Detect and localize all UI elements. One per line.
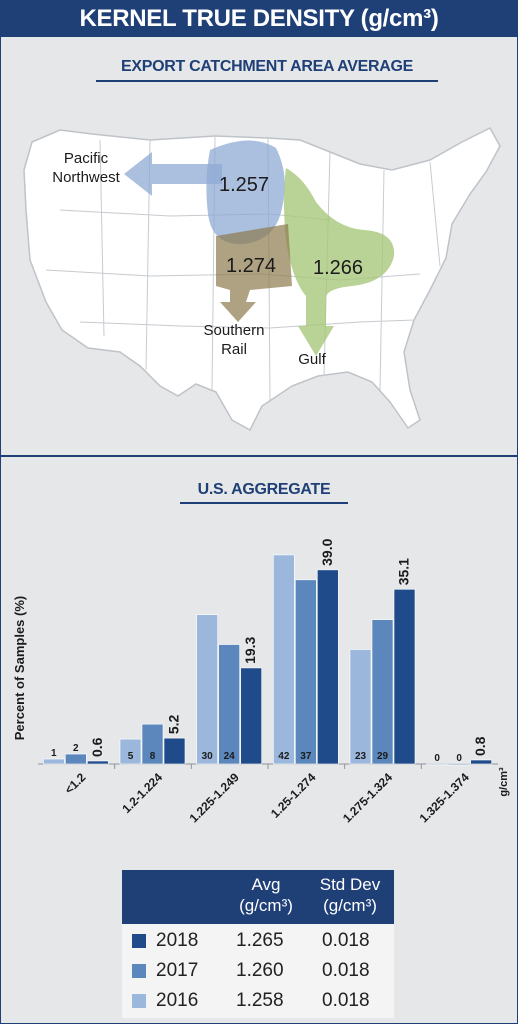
data-label-2018-5: 0.8 bbox=[472, 736, 488, 756]
row-std: 0.018 bbox=[322, 990, 370, 1011]
bar-2016-4 bbox=[349, 649, 372, 765]
bar-2018-2 bbox=[240, 667, 262, 765]
row-year: 2017 bbox=[156, 960, 199, 981]
table-row: 2017 1.260 0.018 bbox=[122, 956, 394, 987]
pnw-catchment bbox=[206, 140, 285, 245]
bar-2018-1 bbox=[163, 737, 186, 765]
bar-2016-3 bbox=[273, 554, 295, 765]
page-title: KERNEL TRUE DENSITY (g/cm³) bbox=[0, 0, 518, 37]
pnw-arrow bbox=[124, 152, 222, 196]
table-row: 2016 1.258 0.018 bbox=[122, 986, 394, 1017]
map-section-title: EXPORT CATCHMENT AREA AVERAGE bbox=[96, 56, 438, 82]
avg-header-line2: (g/cm³) bbox=[239, 896, 293, 915]
x-tick-label-2: 1.225-1.249 bbox=[187, 770, 242, 825]
data-label-2016-5: 0 bbox=[434, 753, 440, 764]
bar-2018-0 bbox=[87, 760, 109, 765]
data-label-2016-0: 1 bbox=[51, 748, 57, 759]
gulf-value: 1.266 bbox=[313, 257, 363, 279]
row-std: 0.018 bbox=[322, 930, 370, 951]
data-label-2017-4: 29 bbox=[377, 751, 389, 762]
data-label-2018-0: 0.6 bbox=[89, 737, 105, 757]
row-std: 0.018 bbox=[322, 960, 370, 981]
bar-2017-4 bbox=[371, 619, 394, 765]
x-tick-label-0: <1.2 bbox=[62, 770, 89, 797]
data-label-2016-1: 5 bbox=[128, 751, 134, 762]
bar-2017-2 bbox=[218, 644, 240, 765]
bar-2016-1 bbox=[119, 738, 142, 765]
bar-2018-5 bbox=[470, 759, 492, 765]
legend-swatch-2018 bbox=[132, 934, 146, 948]
row-avg: 1.258 bbox=[236, 990, 284, 1011]
data-label-2018-2: 19.3 bbox=[242, 636, 258, 663]
x-tick-label-1: 1.2-1.224 bbox=[119, 770, 165, 816]
x-tick-label-5: 1.325-1.374 bbox=[417, 770, 472, 825]
bar-2017-3 bbox=[295, 579, 317, 765]
std-header-line2: (g/cm³) bbox=[323, 896, 377, 915]
density-bar-chart: 1 2 0.6<1.2 5 8 5.2 1.2-1.224 30 24 19.3 1.225-1.2… bbox=[12, 538, 510, 825]
data-label-2016-4: 23 bbox=[355, 751, 367, 762]
data-label-2018-4: 35.1 bbox=[396, 558, 412, 585]
std-header-line1: Std Dev bbox=[319, 875, 381, 894]
row-year: 2018 bbox=[156, 930, 199, 951]
pnw-label: Pacific Northwest bbox=[52, 150, 120, 186]
legend-swatch-2016 bbox=[132, 994, 146, 1008]
data-label-2016-2: 30 bbox=[202, 751, 214, 762]
southern-rail-catchment bbox=[216, 224, 292, 322]
legend-swatch-2017 bbox=[132, 964, 146, 978]
stats-table-body: 2018 1.265 0.018 2017 1.260 0.018 2016 1… bbox=[122, 924, 394, 1018]
avg-header-line1: Avg bbox=[251, 875, 281, 894]
std-header: Std Dev (g/cm³) bbox=[308, 874, 392, 916]
x-axis-unit: g/cm³ bbox=[498, 767, 510, 797]
data-label-2018-3: 39.0 bbox=[319, 538, 335, 565]
x-tick-label-4: 1.275-1.324 bbox=[340, 770, 395, 825]
table-row: 2018 1.265 0.018 bbox=[122, 926, 394, 957]
bar-2018-4 bbox=[393, 588, 416, 765]
bar-2017-1 bbox=[141, 723, 164, 765]
aggregate-section-title: U.S. AGGREGATE bbox=[180, 480, 348, 504]
bar-2017-5 bbox=[448, 763, 470, 766]
data-label-2017-2: 24 bbox=[224, 751, 236, 762]
bar-2017-0 bbox=[65, 753, 87, 765]
bar-2018-3 bbox=[317, 569, 339, 765]
data-label-2017-5: 0 bbox=[456, 753, 462, 764]
x-tick-label-3: 1.25-1.274 bbox=[268, 770, 319, 821]
data-label-2017-0: 2 bbox=[73, 743, 79, 754]
data-label-2016-3: 42 bbox=[278, 751, 290, 762]
section-divider bbox=[0, 455, 518, 457]
avg-header: Avg (g/cm³) bbox=[226, 874, 306, 916]
us-map: 1.257 1.274 1.266 Pacific Northwest South… bbox=[23, 127, 501, 432]
rail-value: 1.274 bbox=[226, 255, 276, 277]
gulf-label: Gulf bbox=[298, 351, 326, 368]
data-label-2017-1: 8 bbox=[150, 751, 156, 762]
bar-2016-5 bbox=[426, 763, 448, 766]
row-year: 2016 bbox=[156, 990, 199, 1011]
y-axis-label: Percent of Samples (%) bbox=[12, 596, 27, 741]
rail-label: Southern Rail bbox=[204, 322, 265, 358]
gulf-catchment bbox=[284, 168, 395, 356]
bar-2016-0 bbox=[43, 758, 65, 765]
stats-table-header: Avg (g/cm³) Std Dev (g/cm³) bbox=[122, 870, 394, 924]
row-avg: 1.260 bbox=[236, 960, 284, 981]
data-label-2017-3: 37 bbox=[300, 751, 312, 762]
data-label-2018-1: 5.2 bbox=[166, 714, 182, 734]
row-avg: 1.265 bbox=[236, 930, 284, 951]
stats-table: Avg (g/cm³) Std Dev (g/cm³) 2018 1.265 0… bbox=[122, 870, 394, 1018]
pnw-value: 1.257 bbox=[219, 174, 269, 196]
bar-2016-2 bbox=[196, 614, 218, 765]
